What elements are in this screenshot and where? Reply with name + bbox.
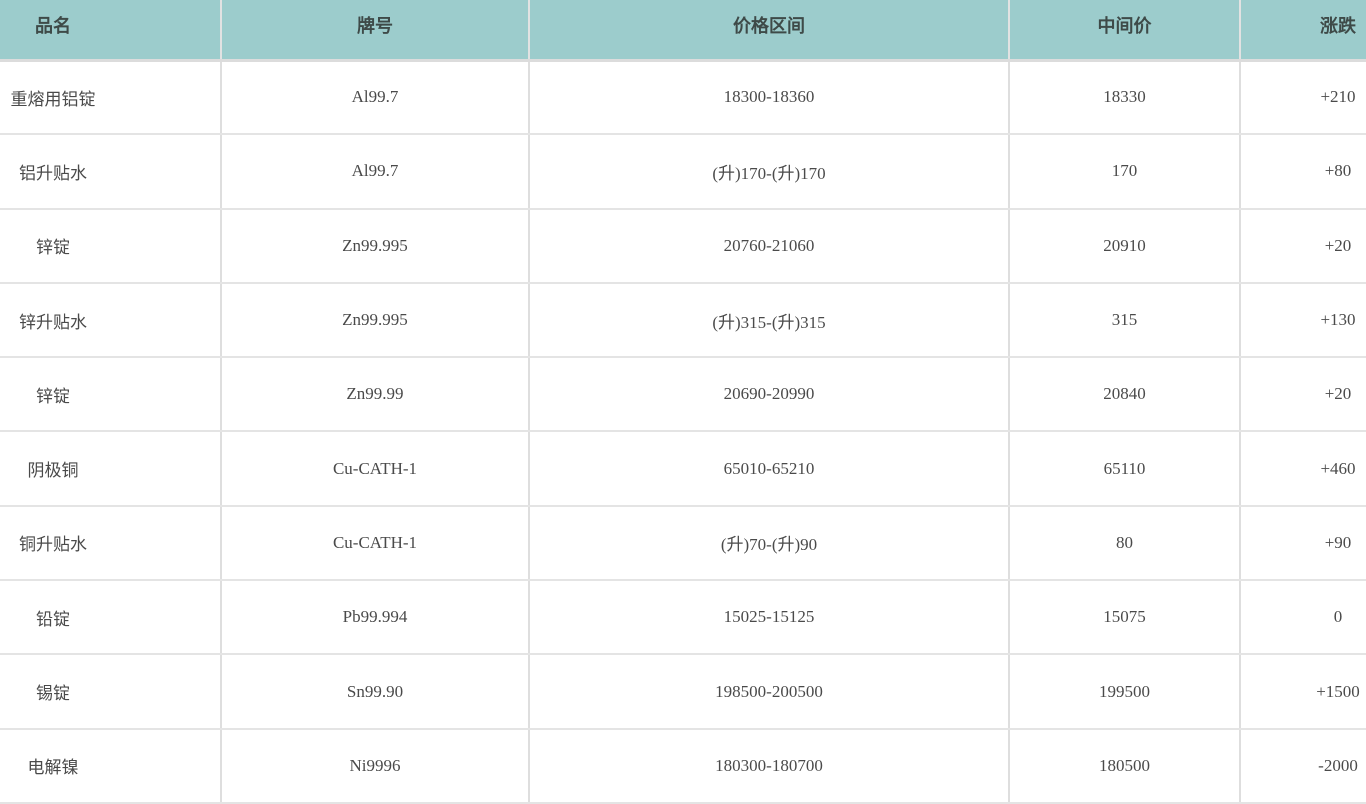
cell-change: +460 [1320,458,1356,478]
cell-mid-price: 20910 [1009,208,1241,284]
cell-name: 铜升贴水 [19,535,87,555]
cell-name: 铅锭 [36,609,70,629]
cell-change: +20 [1324,235,1352,255]
table-row: 铜升贴水 Cu-CATH-1 (升)70-(升)90 80 +90 [0,505,1366,582]
cell-price-range: 198500-200500 [529,654,1010,730]
cell-change-cell: +1500 [1240,654,1366,730]
cell-name: 电解镍 [27,758,79,778]
cell-name-cell: 锌升贴水 [0,282,222,359]
cell-change-cell: +130 [1240,282,1366,359]
cell-grade: Al99.7 [221,134,530,210]
cell-name-cell: 铝升贴水 [0,134,222,210]
header-change-cell: 涨跌 [1240,0,1366,62]
cell-mid-price: 15075 [1009,580,1241,656]
cell-name: 锡锭 [36,684,70,704]
header-grade: 牌号 [221,0,530,62]
cell-price-range: (升)170-(升)170 [529,134,1010,210]
cell-grade: Zn99.99 [221,357,530,433]
cell-price-range: 15025-15125 [529,580,1010,656]
cell-change-cell: +20 [1240,357,1366,433]
cell-mid-price: 199500 [1009,654,1241,730]
cell-name-cell: 铅锭 [0,580,222,656]
cell-name-cell: 铜升贴水 [0,505,222,582]
cell-change-cell: +20 [1240,208,1366,284]
cell-change: +1500 [1316,681,1360,701]
cell-mid-price: 315 [1009,282,1241,359]
cell-change: +210 [1320,87,1356,107]
table-row: 锌锭 Zn99.99 20690-20990 20840 +20 [0,357,1366,433]
cell-change: +80 [1324,161,1352,181]
cell-grade: Ni9996 [221,728,530,804]
header-change: 涨跌 [1320,16,1356,36]
table-row: 电解镍 Ni9996 180300-180700 180500 -2000 [0,728,1366,804]
cell-grade: Zn99.995 [221,282,530,359]
table-row: 重熔用铝锭 Al99.7 18300-18360 18330 +210 [0,60,1366,136]
cell-change-cell: +90 [1240,505,1366,582]
cell-grade: Zn99.995 [221,208,530,284]
cell-mid-price: 18330 [1009,60,1241,136]
header-mid-price: 中间价 [1009,0,1241,62]
cell-mid-price: 170 [1009,134,1241,210]
header-price-range: 价格区间 [529,0,1010,62]
cell-grade: Al99.7 [221,60,530,136]
cell-change: +90 [1324,532,1352,552]
cell-change-cell: +80 [1240,134,1366,210]
table-row: 锡锭 Sn99.90 198500-200500 199500 +1500 [0,654,1366,730]
table-row: 锌锭 Zn99.995 20760-21060 20910 +20 [0,208,1366,284]
cell-mid-price: 20840 [1009,357,1241,433]
cell-name: 锌锭 [36,238,70,258]
cell-change-cell: +210 [1240,60,1366,136]
cell-name-cell: 重熔用铝锭 [0,60,222,136]
cell-price-range: 20760-21060 [529,208,1010,284]
cell-price-range: 20690-20990 [529,357,1010,433]
cell-mid-price: 80 [1009,505,1241,582]
cell-mid-price: 180500 [1009,728,1241,804]
cell-grade: Pb99.994 [221,580,530,656]
cell-name-cell: 锌锭 [0,208,222,284]
cell-grade: Sn99.90 [221,654,530,730]
cell-change-cell: 0 [1240,580,1366,656]
cell-price-range: 180300-180700 [529,728,1010,804]
cell-price-range: (升)70-(升)90 [529,505,1010,582]
cell-change-cell: -2000 [1240,728,1366,804]
cell-name-cell: 电解镍 [0,728,222,804]
header-name-cell: 品名 [0,0,222,62]
cell-name-cell: 锌锭 [0,357,222,433]
cell-grade: Cu-CATH-1 [221,505,530,582]
cell-change: -2000 [1318,755,1358,775]
cell-name-cell: 锡锭 [0,654,222,730]
cell-name: 阴极铜 [27,461,79,481]
table-row: 铅锭 Pb99.994 15025-15125 15075 0 [0,580,1366,656]
cell-change: 0 [1333,607,1343,627]
table-row: 锌升贴水 Zn99.995 (升)315-(升)315 315 +130 [0,282,1366,359]
table-header-row: 品名 牌号 价格区间 中间价 涨跌 [0,0,1366,62]
cell-name: 锌升贴水 [19,312,87,332]
cell-name-cell: 阴极铜 [0,431,222,507]
cell-change-cell: +460 [1240,431,1366,507]
cell-change: +130 [1320,310,1356,330]
header-name: 品名 [35,16,71,36]
cell-price-range: (升)315-(升)315 [529,282,1010,359]
cell-name: 锌锭 [36,386,70,406]
cell-grade: Cu-CATH-1 [221,431,530,507]
cell-change: +20 [1324,384,1352,404]
cell-name: 重熔用铝锭 [10,89,96,109]
table-row: 铝升贴水 Al99.7 (升)170-(升)170 170 +80 [0,134,1366,210]
cell-price-range: 18300-18360 [529,60,1010,136]
table-row: 阴极铜 Cu-CATH-1 65010-65210 65110 +460 [0,431,1366,507]
cell-mid-price: 65110 [1009,431,1241,507]
cell-price-range: 65010-65210 [529,431,1010,507]
cell-name: 铝升贴水 [19,163,87,183]
